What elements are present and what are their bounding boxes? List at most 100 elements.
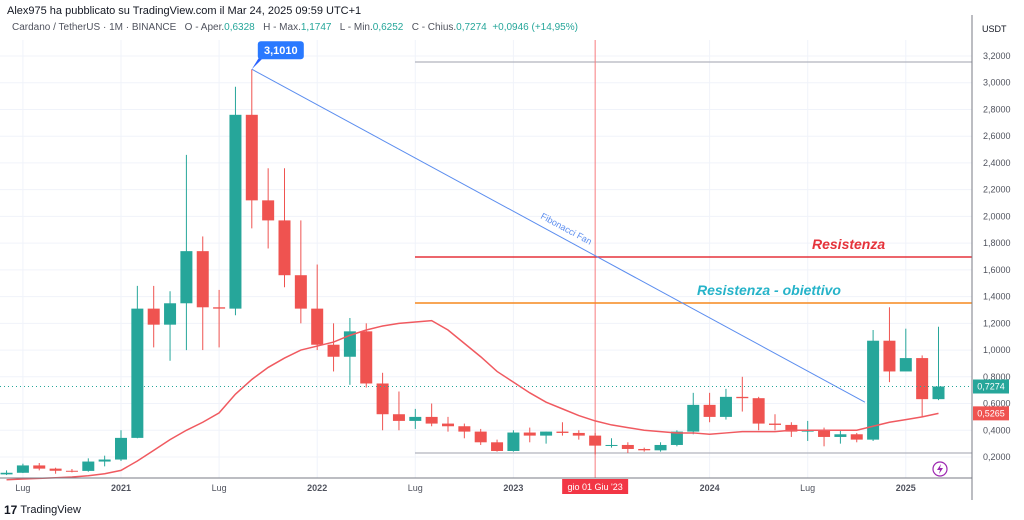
cursor-date-label: gio 01 Giu '23 (568, 482, 623, 492)
y-tick-label: 1,2000 (983, 318, 1011, 328)
candle-body (474, 431, 487, 443)
candle-body (311, 308, 324, 345)
candle-body (654, 444, 667, 451)
candle-body (687, 404, 700, 432)
candle-body (82, 461, 95, 471)
candle-body (229, 114, 242, 309)
tradingview-logo: 17 (4, 503, 18, 517)
candle-body (458, 426, 471, 432)
x-tick-label: Lug (408, 483, 423, 493)
x-tick-label: 2021 (111, 483, 131, 493)
ma-price-box (973, 406, 1009, 421)
x-tick-label: 2025 (896, 483, 916, 493)
y-tick-label: 3,2000 (983, 51, 1011, 61)
y-tick-label: 0,6000 (983, 399, 1011, 409)
candle-body (769, 423, 781, 425)
candle-body (703, 404, 716, 417)
hline-label: Resistenza - obiettivo (697, 282, 841, 298)
change-value: +0,0946 (+14,95%) (492, 22, 578, 33)
publish-info: Alex975 ha pubblicato su TradingView.com… (7, 5, 362, 17)
hline-label: Resistenza (812, 236, 885, 252)
candle-body (883, 340, 896, 372)
candle-body (409, 416, 422, 421)
symbol-legend: Cardano / TetherUS · 1M · BINANCE O - Ap… (12, 22, 578, 33)
x-tick-label: Lug (800, 483, 815, 493)
candle-body (621, 444, 634, 449)
peak-label: 3,1010 (264, 45, 298, 57)
lightning-icon[interactable] (932, 461, 948, 477)
candle-body (834, 434, 847, 437)
candle-body (376, 383, 389, 415)
close-value: 0,7274 (456, 22, 487, 33)
candle-body (245, 114, 258, 201)
candle-body (65, 470, 78, 472)
tradingview-brand: TradingView (20, 504, 81, 516)
candle-body (131, 308, 144, 438)
candle-body (442, 423, 454, 427)
candle-body (556, 431, 569, 433)
candle-body (294, 275, 307, 309)
candle-body (916, 358, 929, 400)
candle-body (49, 468, 62, 471)
close-label: C - Chius. (411, 22, 457, 33)
y-tick-label: 2,2000 (983, 185, 1011, 195)
high-value: 1,1747 (300, 22, 332, 33)
candle-body (147, 308, 160, 325)
y-tick-label: 0,8000 (983, 372, 1011, 382)
candle-body (16, 465, 29, 473)
candle-body (850, 434, 863, 440)
x-tick-label: 2022 (307, 483, 327, 493)
candle-body (719, 396, 732, 417)
y-tick-label: 2,6000 (983, 131, 1011, 141)
candle-body (491, 442, 504, 451)
candle-body (425, 416, 438, 424)
candle-body (360, 331, 373, 384)
symbol-name: Cardano / TetherUS · 1M · BINANCE (12, 22, 177, 33)
ma-price-label: 0,5265 (977, 408, 1005, 418)
candle-body (540, 431, 553, 436)
candle-body (605, 444, 618, 446)
candle-body (899, 358, 912, 372)
y-tick-label: 0,2000 (983, 452, 1011, 462)
candle-body (392, 414, 405, 421)
candle-body (164, 303, 177, 325)
candle-body (932, 386, 945, 400)
y-tick-label: 1,0000 (983, 345, 1011, 355)
y-tick-label: 1,4000 (983, 292, 1011, 302)
candle-body (327, 344, 340, 357)
x-tick-label: 2024 (700, 483, 720, 493)
x-tick-label: Lug (212, 483, 227, 493)
y-tick-label: 2,0000 (983, 211, 1011, 221)
y-tick-label: 0,4000 (983, 425, 1011, 435)
fibonacci-fan-line (251, 68, 866, 403)
x-tick-label: 2023 (503, 483, 523, 493)
candle-body (670, 431, 683, 445)
cursor-date-box (562, 479, 629, 494)
candle-body (343, 331, 356, 357)
candle-body (523, 432, 536, 436)
high-label: H - Max. (263, 22, 301, 33)
last-price-box (973, 379, 1009, 394)
candle-body (867, 340, 880, 440)
candle-body (262, 200, 275, 221)
candle-body (180, 251, 193, 304)
y-tick-label: 2,8000 (983, 104, 1011, 114)
candle-body (589, 435, 602, 446)
moving-average-line (6, 319, 939, 481)
candle-body (98, 459, 111, 462)
candle-body (507, 432, 520, 451)
candle-body (196, 251, 209, 308)
candle-body (818, 430, 831, 437)
low-label: L - Min. (339, 22, 373, 33)
candle-body (785, 424, 798, 432)
currency-label: USDT (982, 24, 1007, 34)
open-value: 0,6328 (224, 22, 255, 33)
tradingview-footer: 17 TradingView (4, 503, 81, 517)
last-price-label: 0,7274 (977, 382, 1005, 392)
x-tick-label: Lug (15, 483, 30, 493)
open-label: O - Aper. (184, 22, 225, 33)
y-tick-label: 2,4000 (983, 158, 1011, 168)
low-value: 0,6252 (372, 22, 404, 33)
lightning-icon-glyph (937, 464, 943, 474)
